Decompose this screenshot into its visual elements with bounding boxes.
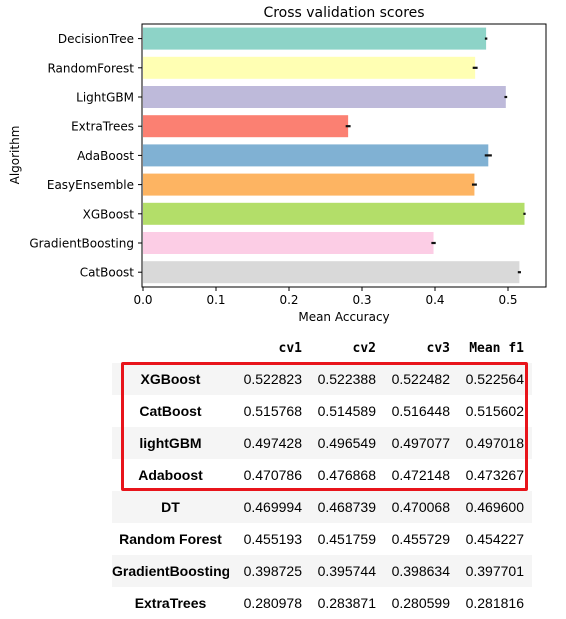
row-label: ExtraTrees [134, 595, 207, 611]
table-cell: 0.522564 [465, 371, 524, 387]
x-tick-label: 0.5 [498, 293, 517, 307]
highlight-box [121, 362, 528, 491]
bar [143, 56, 476, 79]
y-axis-label: Algorithm [8, 126, 22, 185]
x-axis-label: Mean Accuracy [298, 310, 389, 324]
table-row: ExtraTrees 0.280978 0.283871 0.280599 0.2818… [112, 587, 532, 619]
y-tick-label: DecisionTree [58, 32, 134, 46]
table-cell: 0.515768 [243, 403, 302, 419]
table-cell: 0.514589 [317, 403, 376, 419]
x-tick-label: 0.4 [425, 293, 444, 307]
table-cell: 0.280978 [243, 595, 302, 611]
table-cell: 0.497428 [243, 435, 302, 451]
y-tick-label: EasyEnsemble [47, 178, 134, 192]
bar [143, 173, 475, 196]
table-row: lightGBM 0.497428 0.496549 0.497077 0.497018 [112, 427, 532, 459]
bar [143, 27, 487, 50]
table-cell: 0.522823 [243, 371, 302, 387]
row-label: Random Forest [119, 531, 222, 547]
table-cell: 0.497077 [391, 435, 450, 451]
bar [143, 86, 506, 108]
table-cell: 0.398725 [243, 563, 302, 579]
table-row: GradientBoosting 0.398725 0.395744 0.398634… [112, 555, 532, 587]
table-cell: 0.468739 [317, 499, 376, 515]
table-row: Random Forest 0.455193 0.451759 0.455729 0.4… [112, 523, 532, 555]
table-row: XGBoost 0.522823 0.522388 0.522482 0.522564 [112, 363, 532, 395]
chart-title: Cross validation scores [263, 5, 424, 21]
table-cell: 0.451759 [317, 531, 376, 547]
column-header: cv1 [278, 341, 302, 356]
column-header: cv3 [426, 341, 450, 356]
table-cell: 0.281816 [465, 595, 524, 611]
table-row: DT 0.469994 0.468739 0.470068 0.469600 [112, 491, 532, 523]
row-label: XGBoost [140, 371, 201, 387]
column-header: Mean f1 [469, 341, 524, 356]
y-tick-label: CatBoost [80, 266, 135, 280]
x-tick-label: 0.3 [352, 293, 371, 307]
table-cell: 0.497018 [465, 435, 524, 451]
row-label: Adaboost [138, 467, 203, 483]
table-cell: 0.283871 [317, 595, 376, 611]
bar-chart: Cross validation scores Algorithm Mean A… [8, 5, 547, 324]
table-row: Adaboost 0.470786 0.476868 0.472148 0.473267 [112, 459, 532, 491]
y-tick-label: ExtraTrees [71, 120, 134, 134]
x-tick-label: 0.1 [206, 293, 225, 307]
table-row: CatBoost 0.515768 0.514589 0.516448 0.515602 [112, 395, 532, 427]
table-cell: 0.469600 [465, 499, 524, 515]
table-cell: 0.472148 [391, 467, 450, 483]
row-label: DT [161, 499, 180, 515]
table-cell: 0.397701 [465, 563, 524, 579]
table-cell: 0.469994 [243, 499, 302, 515]
table-cell: 0.455193 [243, 531, 302, 547]
table-cell: 0.280599 [391, 595, 450, 611]
table-cell: 0.476868 [317, 467, 376, 483]
y-tick-label: LightGBM [76, 91, 134, 105]
y-tick-label: RandomForest [47, 61, 134, 75]
table-cell: 0.470068 [391, 499, 450, 515]
column-header: cv2 [352, 341, 376, 356]
bar [143, 115, 349, 138]
x-tick-label: 0.0 [133, 293, 152, 307]
bar [143, 202, 525, 225]
bar [143, 232, 434, 254]
table-cell: 0.470786 [243, 467, 302, 483]
y-tick-label: GradientBoosting [29, 237, 134, 251]
bar [143, 261, 520, 284]
table-cell: 0.398634 [391, 563, 450, 579]
bar [143, 144, 489, 167]
table-cell: 0.496549 [317, 435, 376, 451]
y-tick-label: XGBoost [83, 207, 135, 221]
table-cell: 0.455729 [391, 531, 450, 547]
table-cell: 0.454227 [465, 531, 524, 547]
table-cell: 0.522482 [391, 371, 450, 387]
row-label: CatBoost [139, 403, 202, 419]
table-cell: 0.516448 [391, 403, 450, 419]
table-cell: 0.395744 [317, 563, 376, 579]
table-cell: 0.473267 [465, 467, 524, 483]
table-cell: 0.522388 [317, 371, 376, 387]
y-tick-label: AdaBoost [77, 149, 134, 163]
row-label: GradientBoosting [112, 563, 229, 579]
row-label: lightGBM [139, 435, 202, 451]
x-tick-label: 0.2 [279, 293, 298, 307]
table-cell: 0.515602 [465, 403, 524, 419]
plot-frame [141, 23, 547, 288]
